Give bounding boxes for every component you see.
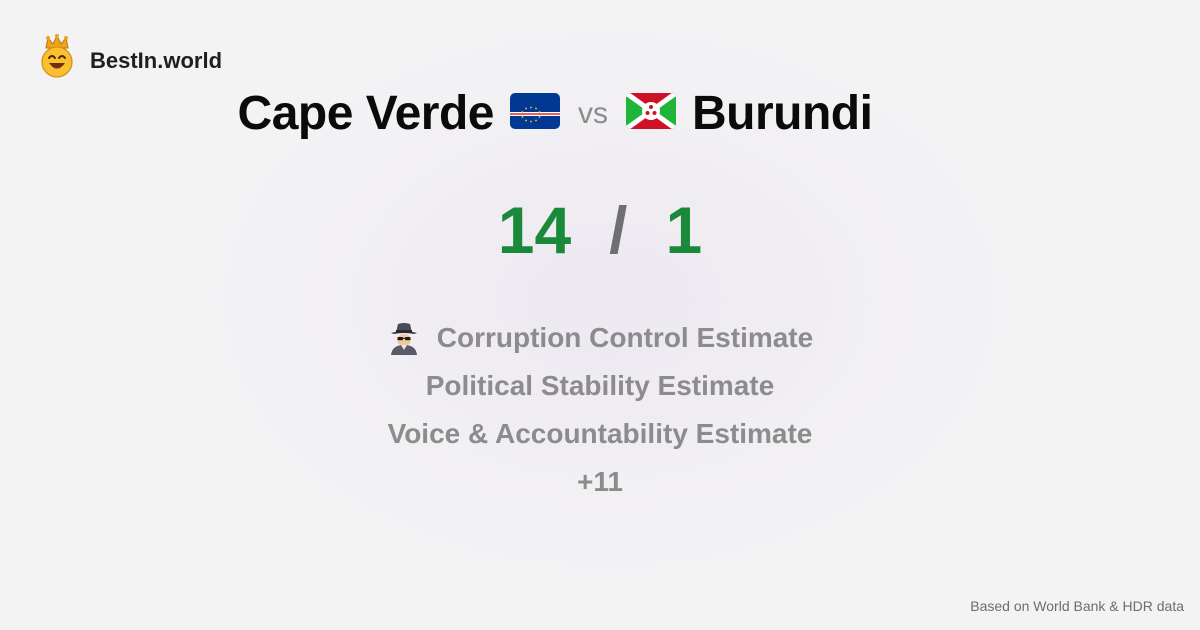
metrics-list: Corruption Control Estimate Political St… xyxy=(0,314,1200,506)
data-source-note: Based on World Bank & HDR data xyxy=(970,598,1184,614)
metric-label: Corruption Control Estimate xyxy=(436,322,814,353)
metric-item: Voice & Accountability Estimate xyxy=(0,410,1200,458)
score-a: 14 xyxy=(497,193,572,267)
brand[interactable]: BestIn.world xyxy=(38,34,222,83)
country-b-name: Burundi xyxy=(692,87,873,140)
country-a-name: Cape Verde xyxy=(237,87,495,140)
metric-label: +11 xyxy=(577,466,623,497)
burundi-flag-icon xyxy=(626,93,676,134)
cape-verde-flag-icon xyxy=(510,93,560,134)
vs-label: vs xyxy=(578,96,608,130)
crowned-smiley-icon xyxy=(38,34,76,83)
score-b: 1 xyxy=(665,193,703,267)
metric-label: Political Stability Estimate xyxy=(425,370,775,401)
metric-item: Corruption Control Estimate xyxy=(0,314,1200,362)
more-metrics-count: +11 xyxy=(0,458,1200,506)
detective-icon xyxy=(387,321,421,355)
metric-item: Political Stability Estimate xyxy=(0,362,1200,410)
comparison-title: Cape Verde vs xyxy=(0,86,1110,141)
metric-label: Voice & Accountability Estimate xyxy=(387,418,813,449)
brand-name: BestIn.world xyxy=(90,47,223,73)
score-separator: / xyxy=(609,193,628,267)
score: 14 / 1 xyxy=(0,192,1200,268)
